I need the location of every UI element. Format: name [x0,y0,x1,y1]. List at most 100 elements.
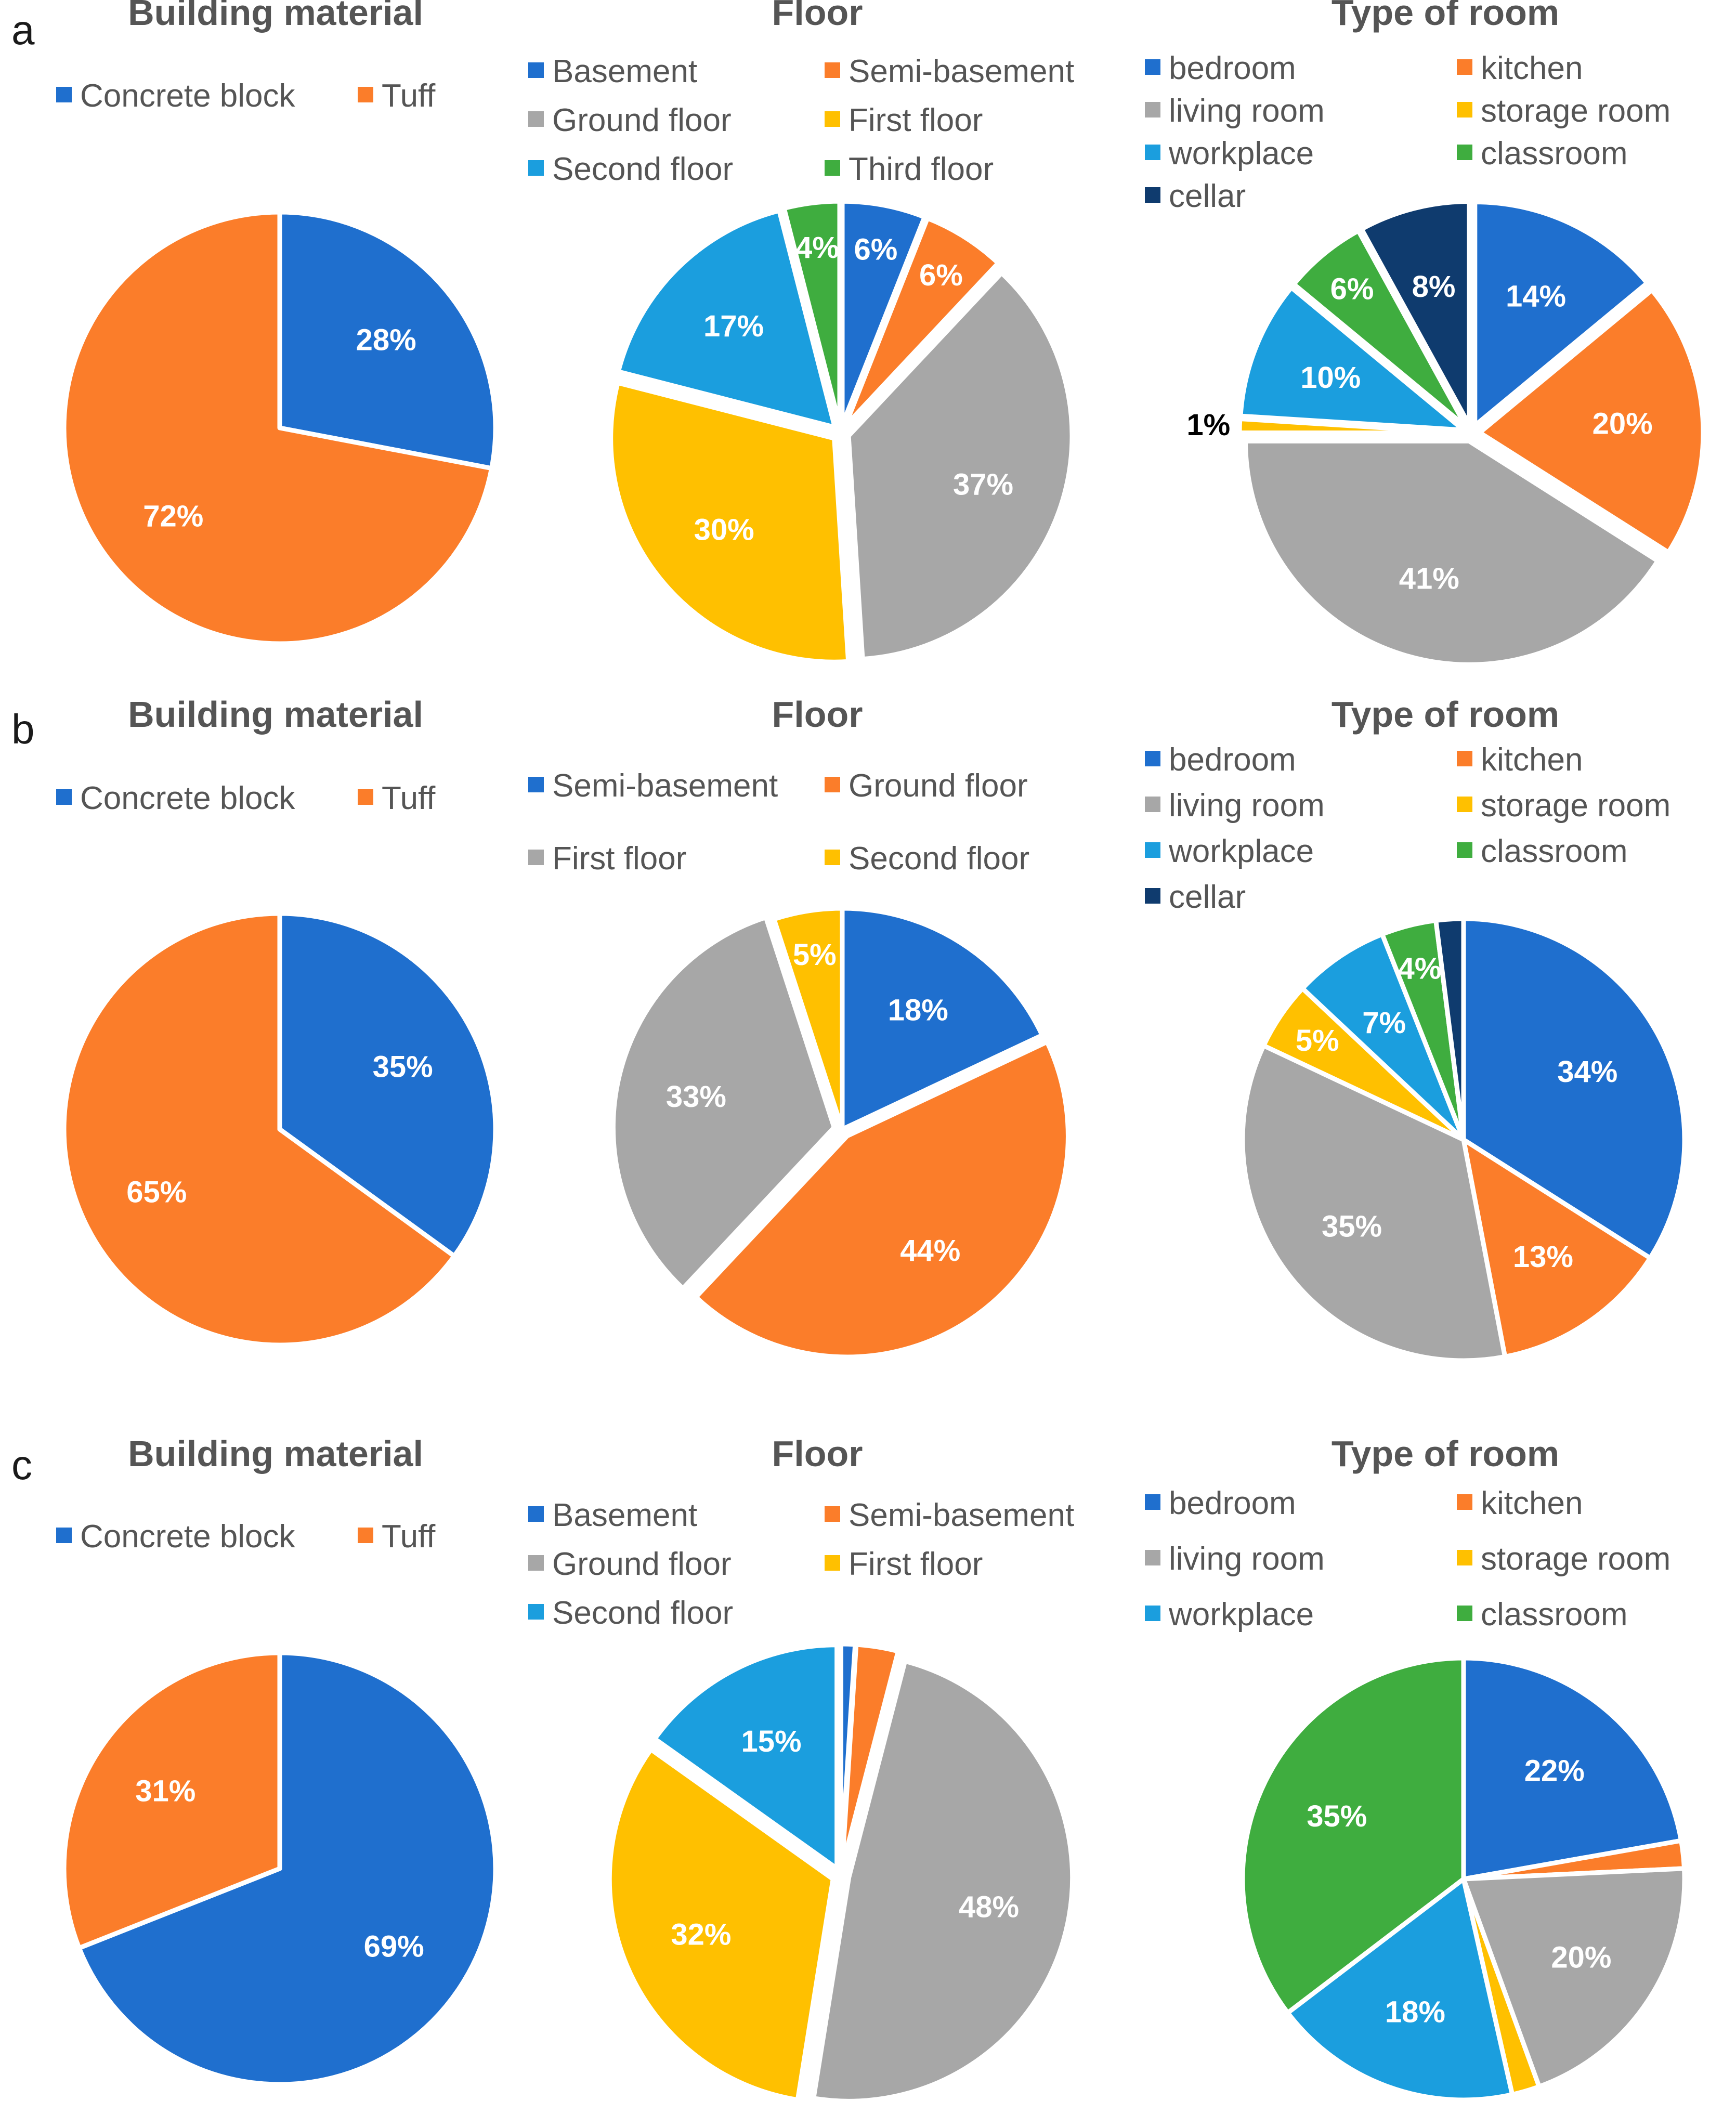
pie: 6% 6% 37% 30% 17% 4% [608,199,1075,664]
legend-swatch [1145,187,1160,203]
slice-second-floor [616,208,838,430]
chart-title: Building material [128,0,423,33]
legend: Concrete block Tuff [56,780,436,816]
chart-title: Building material [128,694,423,735]
legend-swatch [1457,1494,1472,1510]
slice-cellar [1433,916,1466,1142]
legend-label: Ground floor [552,1546,732,1582]
legend-swatch [528,160,544,176]
panel-letter: b [11,706,35,752]
legend-item: living room [1145,93,1325,129]
slice-kitchen [1461,1137,1653,1359]
slice-ground-floor [811,1659,1075,2104]
slice-value-label: 30% [694,513,754,547]
slice-value-label: 7% [1362,1006,1406,1040]
legend-swatch [825,160,840,176]
chart-a-building-material: Building material Concrete block Tuff 28% 72… [56,0,498,646]
chart-b-floor: Floor Semi-basement Ground floor First floo… [528,694,1071,1360]
slice-ground-floor [693,1039,1071,1360]
legend-item: Basement [528,54,697,89]
slice-value-label: 28% [356,323,416,357]
pie: 69% 31% [61,1650,498,2087]
slice-value-label: 8% [1412,270,1456,304]
slice-bedroom [1461,1655,1684,1882]
legend-item: Tuff [358,1519,436,1555]
chart-title: Type of room [1332,694,1559,735]
legend-item: cellar [1145,178,1246,214]
legend-label: cellar [1169,178,1246,214]
slice-basement [840,199,927,427]
slice-value-label: 35% [1322,1210,1382,1244]
legend: Concrete block Tuff [56,78,436,114]
legend-label: living room [1169,1541,1325,1577]
legend-swatch [825,850,840,865]
legend-label: Semi-basement [552,768,778,804]
slice-semi-basement [843,216,1001,428]
legend-label: classroom [1481,136,1628,172]
chart-a-floor: Floor Basement Semi-basement Ground floor Fi… [528,0,1075,664]
legend-swatch [56,87,72,102]
slice-concrete-block [76,1650,498,2087]
legend-label: Ground floor [849,768,1028,804]
legend-item: Semi-basement [528,768,778,804]
panel-letter: c [11,1442,32,1488]
legend-label: Basement [552,54,697,89]
legend-label: First floor [849,102,983,138]
legend-swatch [528,777,544,792]
legend-item: Concrete block [56,780,296,816]
legend-swatch [1145,145,1160,160]
slice-bedroom [1472,200,1650,428]
slice-tuff [61,1650,282,1951]
slice-kitchen [1477,288,1706,555]
legend-item: classroom [1457,833,1628,869]
slice-value-label: 4% [795,231,839,265]
slice-workplace [1285,1876,1515,2103]
slice-living-room [1240,1043,1508,1363]
legend: Basement Semi-basement Ground floor First f… [528,1497,1074,1631]
legend-item: Ground floor [528,1546,732,1582]
chart-title: Type of room [1332,0,1559,33]
slice-concrete-block [277,210,498,471]
legend-label: classroom [1481,1597,1628,1633]
legend-item: kitchen [1457,742,1583,778]
legend-label: workplace [1168,136,1314,172]
legend: Semi-basement Ground floor First floor Seco… [528,768,1029,877]
legend-swatch [528,1604,544,1620]
slice-value-label: 35% [1307,1799,1367,1833]
legend-label: living room [1169,93,1325,129]
slice-ground-floor [846,270,1075,662]
legend-label: kitchen [1481,742,1583,778]
chart-b-type-of-room: Type of room bedroom kitchen living room sto… [1145,694,1687,1363]
legend-item: Tuff [358,78,436,114]
slice-value-label: 6% [854,232,898,266]
legend-swatch [1457,797,1472,812]
legend-label: classroom [1481,833,1628,869]
legend-label: kitchen [1481,1485,1583,1521]
slice-value-label: 20% [1551,1941,1611,1975]
legend-swatch [1457,1606,1472,1621]
chart-title: Building material [128,1433,423,1474]
legend-item: storage room [1457,788,1670,824]
slice-value-label: 5% [793,938,837,972]
legend-item: workplace [1145,833,1314,869]
legend-label: Semi-basement [849,54,1074,89]
slice-second-floor [772,906,845,1132]
legend-label: workplace [1168,1597,1314,1633]
legend-label: workplace [1168,833,1314,869]
slice-concrete-block [277,911,498,1259]
legend-swatch [825,777,840,792]
slice-value-label: 37% [953,468,1013,502]
legend-swatch [528,850,544,865]
legend-label: living room [1169,788,1325,824]
legend-label: kitchen [1481,50,1583,86]
legend-label: Second floor [849,841,1029,877]
legend-swatch [1457,59,1472,75]
legend-swatch [1145,1606,1160,1621]
slice-workplace [1238,285,1466,433]
slice-value-label: 48% [959,1890,1019,1924]
legend-swatch [358,87,373,102]
legend-item: workplace [1145,1597,1314,1633]
slice-value-label: 22% [1524,1754,1585,1788]
legend-item: Third floor [825,151,994,187]
